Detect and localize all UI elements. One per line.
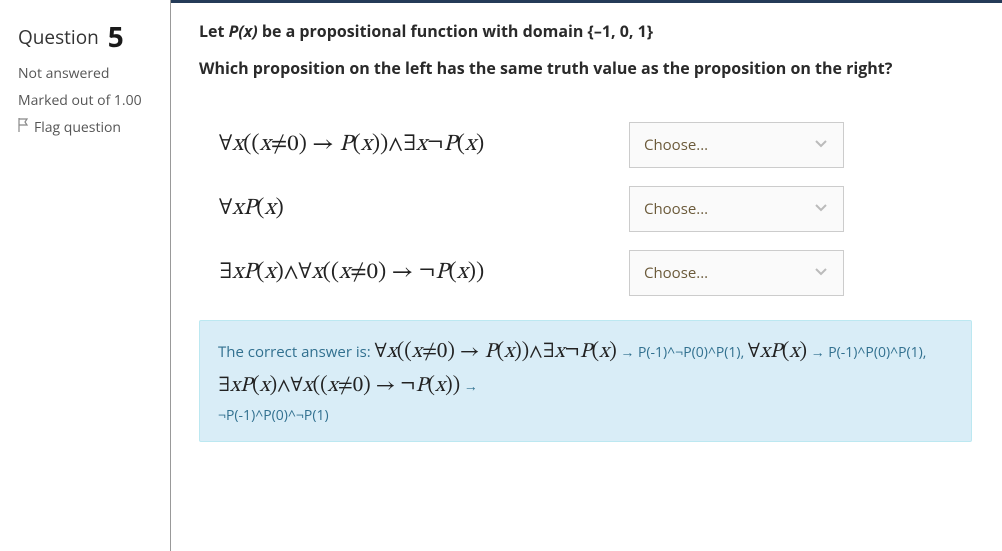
grade-info: Marked out of 1.00 bbox=[18, 91, 160, 110]
question-info-panel: Question 5 Not answered Marked out of 1.… bbox=[0, 0, 170, 551]
match-row: ∀xP(x) Choose... bbox=[219, 186, 972, 232]
feedback-box: The correct answer is: ∀x((x≠0) → P(x))∧… bbox=[199, 320, 972, 442]
chevron-down-icon bbox=[813, 261, 829, 285]
feedback-arrow-3: → bbox=[460, 377, 478, 396]
question-content: Let P(x) be a propositional function wit… bbox=[170, 0, 1002, 551]
select-2-value: Choose... bbox=[644, 199, 708, 219]
feedback-ans-2: → P(-1)^P(0)^P(1), bbox=[807, 343, 926, 362]
feedback-ans-1: → P(-1)^¬P(0)^P(1), bbox=[617, 343, 748, 362]
feedback-ans-3: ¬P(-1)^P(0)^¬P(1) bbox=[218, 406, 329, 425]
expression-1: ∀x((x≠0) → P(x))∧∃x¬P(x) bbox=[219, 130, 629, 160]
question-text: Let P(x) be a propositional function wit… bbox=[199, 18, 972, 82]
select-3-value: Choose... bbox=[644, 263, 708, 283]
question-number-value: 5 bbox=[108, 18, 124, 56]
flag-question-link[interactable]: Flag question bbox=[18, 118, 160, 137]
qtext-post: be a propositional function with domain … bbox=[258, 20, 653, 42]
expression-3: ∃xP(x)∧∀x((x≠0) → ¬P(x)) bbox=[219, 258, 629, 288]
qtext-pre: Let bbox=[199, 20, 229, 42]
qtext-line2: Which proposition on the left has the sa… bbox=[199, 55, 972, 82]
select-3[interactable]: Choose... bbox=[629, 250, 844, 296]
flag-icon bbox=[18, 118, 30, 137]
match-row: ∀x((x≠0) → P(x))∧∃x¬P(x) Choose... bbox=[219, 122, 972, 168]
chevron-down-icon bbox=[813, 197, 829, 221]
select-1-value: Choose... bbox=[644, 135, 708, 155]
feedback-expr-3: ∃xP(x)∧∀x((x≠0) → ¬P(x)) bbox=[218, 375, 460, 396]
qtext-func: P(x) bbox=[229, 20, 258, 42]
select-2[interactable]: Choose... bbox=[629, 186, 844, 232]
question-label: Question bbox=[18, 24, 99, 50]
match-row: ∃xP(x)∧∀x((x≠0) → ¬P(x)) Choose... bbox=[219, 250, 972, 296]
chevron-down-icon bbox=[813, 133, 829, 157]
select-1[interactable]: Choose... bbox=[629, 122, 844, 168]
feedback-expr-1: ∀x((x≠0) → P(x))∧∃x¬P(x) bbox=[375, 341, 617, 362]
answer-state: Not answered bbox=[18, 64, 160, 83]
expression-2: ∀xP(x) bbox=[219, 194, 629, 224]
feedback-lead: The correct answer is: bbox=[218, 342, 375, 362]
matching-area: ∀x((x≠0) → P(x))∧∃x¬P(x) Choose... ∀xP(x… bbox=[199, 122, 972, 296]
question-number: Question 5 bbox=[18, 18, 160, 56]
flag-label: Flag question bbox=[34, 118, 121, 137]
feedback-expr-2: ∀xP(x) bbox=[748, 341, 807, 362]
